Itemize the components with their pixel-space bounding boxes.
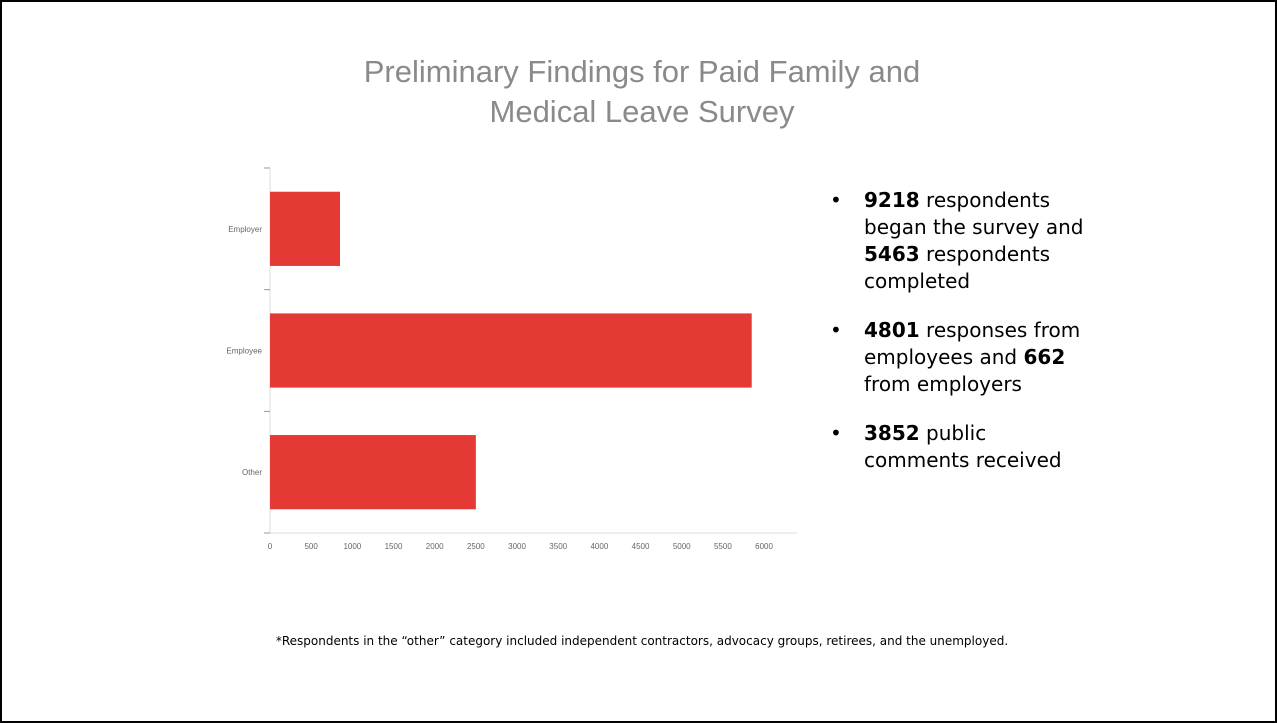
bar-chart: Employer Employee Other 0 500 1000 1500 2000 250… (226, 167, 797, 551)
bar-employee (270, 313, 752, 388)
finding-number: 662 (1023, 345, 1066, 369)
bar-employer (270, 191, 340, 266)
finding-item: • 4801 responses from employees and 662 … (830, 317, 1090, 398)
finding-text: respondents completed (864, 242, 1051, 293)
y-tick-label: Employer (228, 225, 262, 234)
finding-number: 3852 (864, 421, 920, 445)
finding-item: • 3852 public comments received (830, 420, 1090, 474)
bar-other (270, 435, 476, 510)
finding-number: 4801 (864, 318, 920, 342)
bullet-icon: • (830, 421, 842, 445)
bullet-icon: • (830, 318, 842, 342)
finding-text: respondents began the survey and (864, 188, 1084, 239)
finding-number: 5463 (864, 242, 920, 266)
x-tick-label: 3500 (549, 542, 567, 551)
x-tick-label: 1000 (343, 542, 361, 551)
x-tick-label: 1500 (385, 542, 403, 551)
x-tick-label: 4500 (632, 542, 650, 551)
bullet-icon: • (830, 188, 842, 212)
finding-text: public comments received (864, 421, 1062, 472)
finding-text: responses from employees and (864, 318, 1081, 369)
finding-number: 9218 (864, 188, 920, 212)
finding-text: from employers (864, 372, 1022, 396)
slide-title-line-1: Preliminary Findings for Paid Family and (363, 54, 921, 89)
x-tick-label: 3000 (508, 542, 526, 551)
x-tick-label: 5500 (714, 542, 732, 551)
findings-list: • 9218 respondents began the survey and … (830, 187, 1090, 496)
x-tick-label: 0 (268, 542, 273, 551)
footnote: *Respondents in the “other” category inc… (275, 634, 1009, 648)
y-tick-label: Other (242, 468, 262, 477)
x-tick-label: 6000 (755, 542, 773, 551)
finding-item: • 9218 respondents began the survey and … (830, 187, 1090, 295)
x-tick-label: 2500 (467, 542, 485, 551)
x-tick-label: 500 (304, 542, 318, 551)
y-tick-label: Employee (226, 347, 262, 356)
x-tick-label: 4000 (590, 542, 608, 551)
x-tick-label: 5000 (673, 542, 691, 551)
slide-title-line-2: Medical Leave Survey (489, 94, 795, 129)
slide-title: Preliminary Findings for Paid Family and… (252, 52, 1032, 132)
x-tick-label: 2000 (426, 542, 444, 551)
